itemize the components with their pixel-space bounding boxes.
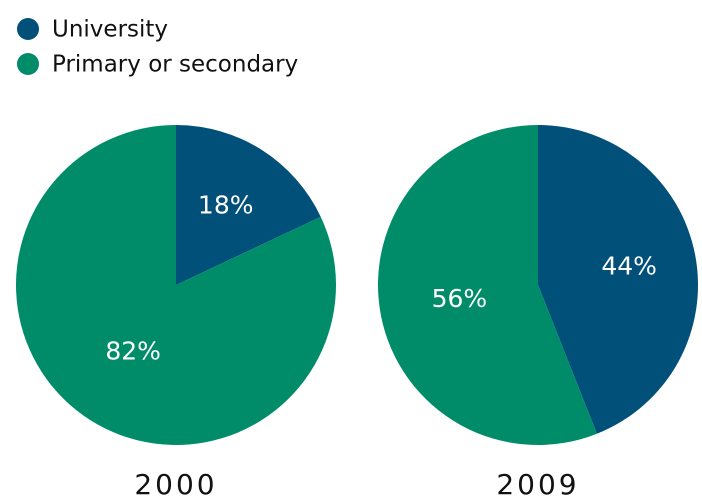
- pie-slice: [176, 125, 321, 285]
- pie-slice: [538, 125, 698, 434]
- legend-label: Primary or secondary: [52, 52, 298, 78]
- legend-label: University: [52, 17, 168, 43]
- chart-title: 2009: [496, 468, 579, 498]
- data-label: 82%: [105, 337, 161, 366]
- pie-slice: [378, 125, 597, 445]
- chart-title: 2000: [134, 468, 217, 498]
- data-label: 18%: [198, 191, 254, 220]
- legend-swatch: [17, 53, 39, 75]
- data-label: 44%: [601, 252, 657, 281]
- pie-slice: [16, 125, 337, 445]
- data-label: 56%: [432, 284, 488, 313]
- legend-swatch: [17, 18, 39, 40]
